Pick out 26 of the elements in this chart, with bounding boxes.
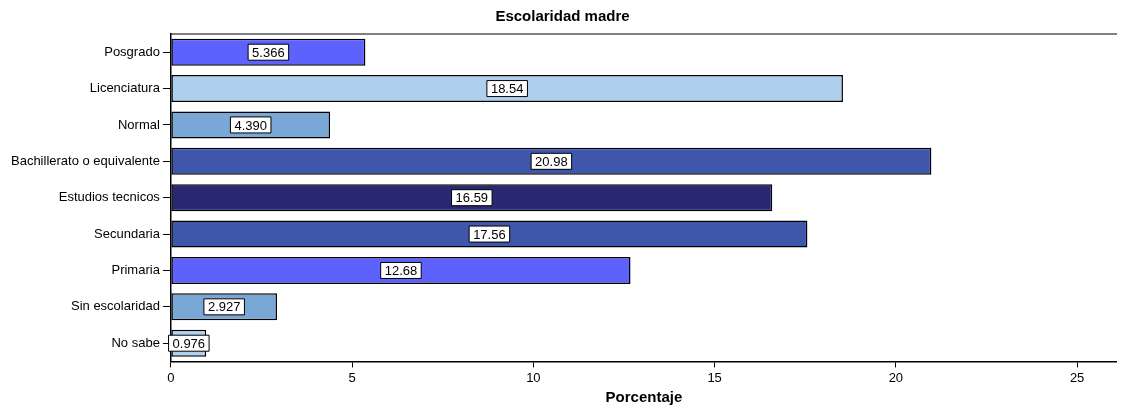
y-tick-label: Primaria [111, 262, 161, 278]
y-tick-label: Estudios tecnicos [58, 189, 161, 205]
x-tick-label: 25 [1069, 369, 1085, 385]
y-tick-label: Secundaria [94, 225, 161, 241]
y-tick-label: Normal [117, 116, 160, 132]
data-label: 20.98 [535, 153, 568, 169]
y-tick-label: Sin escolaridad [70, 298, 160, 314]
x-axis-title: Porcentaje [605, 388, 683, 406]
data-label: 17.56 [473, 226, 506, 242]
chart-title: Escolaridad madre [495, 7, 630, 25]
x-tick-label: 20 [888, 369, 904, 385]
y-tick-label: No sabe [111, 334, 160, 350]
data-label: 16.59 [455, 190, 489, 206]
x-tick-label: 10 [526, 369, 541, 385]
data-label: 0.976 [172, 335, 206, 351]
data-label: 2.927 [207, 299, 241, 315]
data-label: 4.390 [234, 117, 267, 133]
y-tick-label: Bachillerato o equivalente [10, 152, 160, 168]
data-label: 5.366 [252, 44, 285, 60]
y-tick-label: Licenciatura [89, 80, 161, 96]
y-tick-label: Posgrado [104, 43, 160, 59]
data-label: 12.68 [384, 263, 418, 279]
x-tick-label: 15 [707, 369, 722, 385]
x-tick-label: 5 [348, 369, 356, 385]
x-tick-label: 0 [167, 369, 175, 385]
data-label: 18.54 [490, 81, 524, 97]
